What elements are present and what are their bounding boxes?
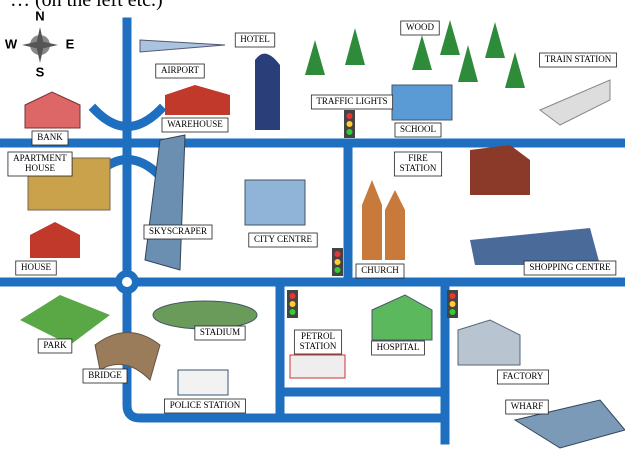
place-name: SHOPPING CENTRE bbox=[529, 262, 611, 272]
compass-north: N bbox=[35, 8, 44, 23]
compass-east: E bbox=[66, 36, 75, 51]
stadium bbox=[153, 301, 257, 329]
city-centre-buildings bbox=[245, 180, 305, 225]
place-name: STATION bbox=[300, 341, 337, 351]
place-name: HOUSE bbox=[21, 262, 52, 272]
place-name: WOOD bbox=[406, 22, 434, 32]
place-name: HOSPITAL bbox=[377, 342, 420, 352]
house-building bbox=[30, 222, 80, 258]
place-name: TRAIN STATION bbox=[545, 54, 612, 64]
fire-station-building bbox=[470, 145, 530, 195]
police-station-building bbox=[178, 370, 228, 395]
place-label: PETROLSTATION bbox=[294, 330, 341, 354]
place-name: SCHOOL bbox=[400, 124, 436, 134]
hotel-building bbox=[255, 54, 280, 130]
place-label: TRAIN STATION bbox=[539, 53, 616, 67]
airplane bbox=[140, 40, 225, 52]
place-name: HOUSE bbox=[25, 163, 56, 173]
hospital-building bbox=[372, 295, 432, 340]
place-name: BANK bbox=[37, 132, 63, 142]
place-label: SHOPPING CENTRE bbox=[524, 261, 616, 275]
place-name: STADIUM bbox=[200, 327, 240, 337]
place-name: CITY CENTRE bbox=[254, 234, 312, 244]
skyscraper bbox=[145, 135, 185, 270]
place-name: HOTEL bbox=[240, 34, 270, 44]
church-building bbox=[362, 180, 405, 260]
place-label: TRAFFIC LIGHTS bbox=[311, 95, 392, 109]
place-label: BANK bbox=[32, 131, 68, 145]
place-name: WAREHOUSE bbox=[167, 119, 223, 129]
place-label: SCHOOL bbox=[395, 123, 441, 137]
place-label: HOSPITAL bbox=[372, 341, 425, 355]
compass-south: S bbox=[36, 64, 45, 79]
place-name: BRIDGE bbox=[88, 370, 122, 380]
train-station-building bbox=[540, 80, 610, 125]
place-label: WAREHOUSE bbox=[162, 118, 228, 132]
place-label: POLICE STATION bbox=[164, 399, 245, 413]
compass: N W E S bbox=[5, 8, 75, 79]
place-name: CHURCH bbox=[361, 265, 399, 275]
place-name: PARK bbox=[43, 340, 67, 350]
roundabout bbox=[122, 277, 132, 287]
place-label: CHURCH bbox=[356, 264, 404, 278]
place-label: WOOD bbox=[401, 21, 439, 35]
compass-rose bbox=[22, 27, 58, 63]
warehouse-building bbox=[165, 85, 230, 115]
petrol-station-building bbox=[290, 355, 345, 378]
place-label: SKYSCRAPER bbox=[144, 225, 212, 239]
place-label: HOTEL bbox=[235, 33, 275, 47]
city-map: … (on the left etc.) N W E S bbox=[0, 0, 625, 450]
place-label: PARK bbox=[38, 339, 72, 353]
place-name: FIRE bbox=[408, 153, 428, 163]
place-label: AIRPORT bbox=[156, 64, 204, 78]
place-name: STATION bbox=[400, 163, 437, 173]
place-name: POLICE STATION bbox=[170, 400, 241, 410]
place-label: BRIDGE bbox=[83, 369, 127, 383]
school-building bbox=[392, 85, 452, 120]
place-label: CITY CENTRE bbox=[249, 233, 317, 247]
place-name: AIRPORT bbox=[161, 65, 199, 75]
place-name: WHARF bbox=[511, 401, 544, 411]
place-name: APARTMENT bbox=[13, 153, 67, 163]
place-name: FACTORY bbox=[503, 371, 544, 381]
park bbox=[20, 295, 110, 345]
place-label: FACTORY bbox=[497, 370, 548, 384]
place-label: STADIUM bbox=[195, 326, 245, 340]
bank-building bbox=[25, 92, 80, 128]
place-label: WHARF bbox=[506, 400, 549, 414]
place-name: PETROL bbox=[301, 331, 335, 341]
header-text: … (on the left etc.) bbox=[10, 0, 163, 11]
place-label: HOUSE bbox=[16, 261, 57, 275]
factory-building bbox=[458, 320, 520, 365]
place-name: TRAFFIC LIGHTS bbox=[316, 96, 387, 106]
shopping-centre-building bbox=[470, 228, 600, 265]
compass-west: W bbox=[5, 36, 18, 51]
place-name: SKYSCRAPER bbox=[149, 226, 207, 236]
